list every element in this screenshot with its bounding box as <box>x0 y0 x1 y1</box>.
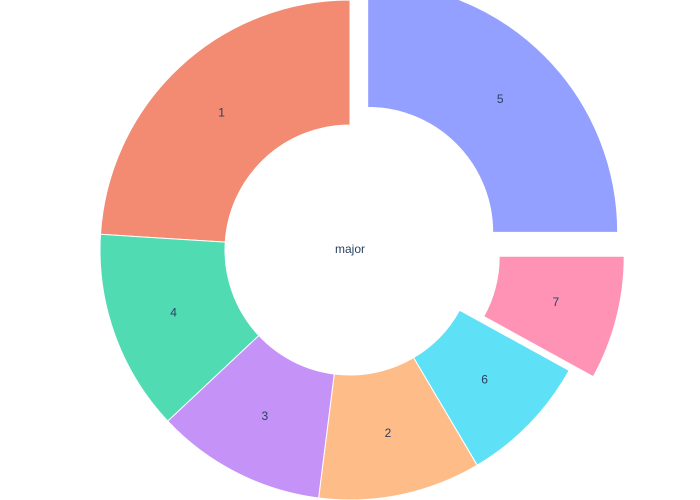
slice-6[interactable] <box>412 309 570 466</box>
slice-labels-group: 5 1 4 3 2 6 7 <box>170 92 559 440</box>
slice-7[interactable] <box>483 255 625 378</box>
slices-group <box>99 0 625 500</box>
slice-label-3: 3 <box>262 409 269 423</box>
slice-label-6: 6 <box>481 373 488 387</box>
slice-label-2: 2 <box>385 426 392 440</box>
slice-1[interactable] <box>99 0 351 243</box>
slice-label-4: 4 <box>170 306 177 320</box>
slice-label-7: 7 <box>552 295 559 309</box>
slice-4[interactable] <box>99 233 260 422</box>
slice-label-1: 1 <box>218 105 225 119</box>
slice-5[interactable] <box>367 0 619 233</box>
hole-label: major <box>335 242 365 256</box>
slice-label-5: 5 <box>497 92 504 106</box>
